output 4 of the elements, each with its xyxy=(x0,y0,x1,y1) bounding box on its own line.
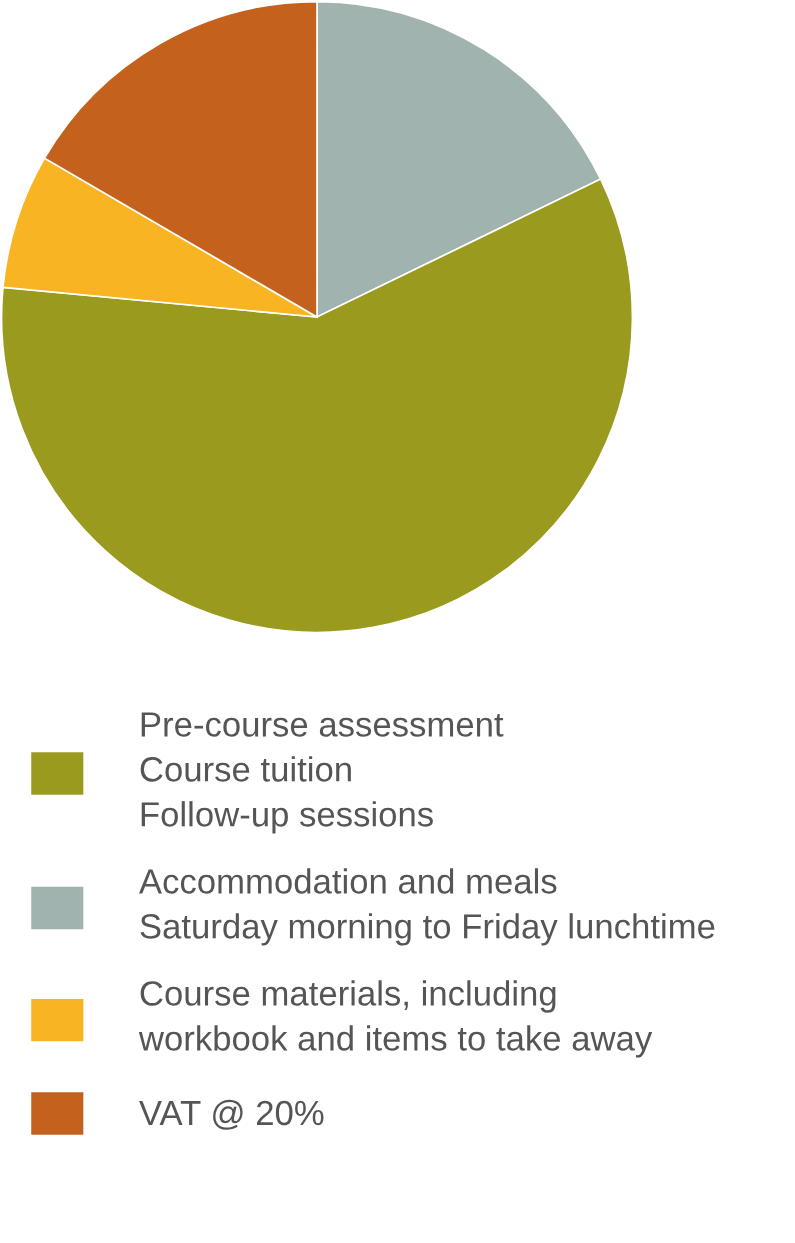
legend-label: Pre-course assessment Course tuition Follow-up sessions xyxy=(140,712,504,834)
legend-label: VAT @ 20% xyxy=(139,1099,324,1130)
legend-label: Course materials, including workbook and items to take away xyxy=(138,980,653,1058)
legend-label: Accommodation and meals Saturday morning to Friday lunchtime xyxy=(138,868,715,946)
